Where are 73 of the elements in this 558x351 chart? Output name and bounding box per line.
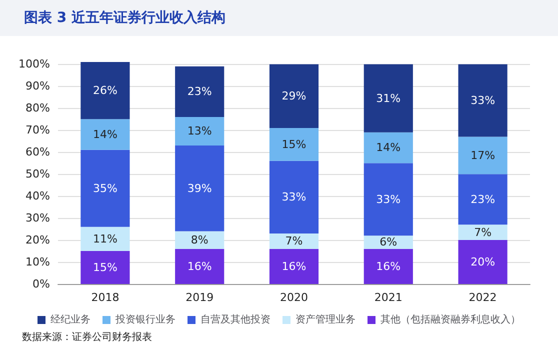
bar: [175, 248, 224, 284]
bar: [269, 64, 319, 128]
legend-label: 资产管理业务: [296, 314, 356, 326]
bar: [175, 146, 224, 232]
y-tick-label: 10%: [26, 256, 50, 269]
bar: [364, 163, 413, 236]
data-label: 6%: [380, 236, 398, 249]
data-label: 39%: [187, 182, 212, 195]
legend-label: 经纪业务: [50, 314, 90, 326]
source-note: 数据来源：证券公司财务报表: [22, 330, 152, 344]
bar: [175, 66, 224, 117]
legend-label: 其他（包括融资融券利息收入）: [380, 314, 520, 326]
bar: [80, 251, 130, 284]
x-tick-label: 2020: [280, 291, 308, 304]
bar: [458, 136, 508, 174]
data-label: 16%: [282, 260, 306, 273]
y-tick-label: 70%: [26, 124, 50, 137]
data-label: 14%: [376, 141, 401, 154]
data-label: 15%: [282, 138, 306, 151]
bar: [80, 119, 130, 150]
bar: [269, 160, 319, 234]
x-tick-label: 2018: [91, 291, 120, 304]
bar: [80, 226, 130, 252]
chart-title: 图表 3 近五年证券行业收入结构: [0, 0, 558, 36]
y-tick-label: 100%: [18, 58, 50, 71]
bar: [458, 224, 508, 240]
data-label: 16%: [187, 260, 212, 273]
bar: [364, 236, 413, 249]
data-label: 7%: [285, 234, 303, 248]
y-tick-label: 60%: [26, 146, 50, 159]
data-label: 8%: [190, 234, 208, 247]
x-tick-label: 2021: [374, 291, 402, 304]
bar: [364, 248, 413, 284]
data-label: 7%: [474, 226, 492, 239]
bar: [175, 231, 224, 249]
bar: [364, 132, 413, 164]
legend-label: 投资银行业务: [114, 314, 176, 326]
bar: [364, 64, 413, 132]
x-tick-label: 2019: [186, 291, 214, 304]
data-label: 14%: [92, 128, 118, 142]
bar: [458, 240, 508, 284]
data-label: 33%: [282, 190, 306, 204]
y-tick-label: 40%: [26, 190, 50, 203]
data-label: 26%: [92, 84, 118, 98]
bar: [80, 62, 130, 120]
bar: [458, 174, 508, 225]
y-tick-label: 0%: [32, 278, 50, 290]
data-label: 23%: [470, 192, 496, 206]
y-tick-label: 80%: [26, 102, 50, 115]
data-label: 33%: [376, 192, 401, 206]
data-label: 17%: [470, 148, 496, 162]
x-tick-label: 2022: [468, 291, 497, 304]
bar: [80, 150, 130, 227]
bar: [269, 128, 319, 161]
data-label: 11%: [92, 232, 118, 246]
data-label: 13%: [187, 124, 212, 138]
data-label: 31%: [376, 92, 401, 105]
data-label: 16%: [376, 260, 401, 273]
data-label: 35%: [92, 182, 118, 195]
y-tick-label: 20%: [26, 234, 50, 247]
y-tick-label: 90%: [26, 80, 50, 93]
y-tick-label: 50%: [26, 168, 50, 181]
data-label: 20%: [470, 256, 496, 269]
data-label: 23%: [187, 85, 212, 98]
y-tick-label: 30%: [26, 212, 50, 225]
data-label: 15%: [92, 261, 118, 274]
data-label: 33%: [470, 94, 496, 107]
bar: [458, 64, 508, 137]
bar: [269, 233, 319, 249]
legend-label: 自营及其他投资: [200, 314, 270, 326]
bar: [175, 116, 224, 146]
bar: [269, 248, 319, 284]
data-label: 29%: [282, 90, 306, 103]
